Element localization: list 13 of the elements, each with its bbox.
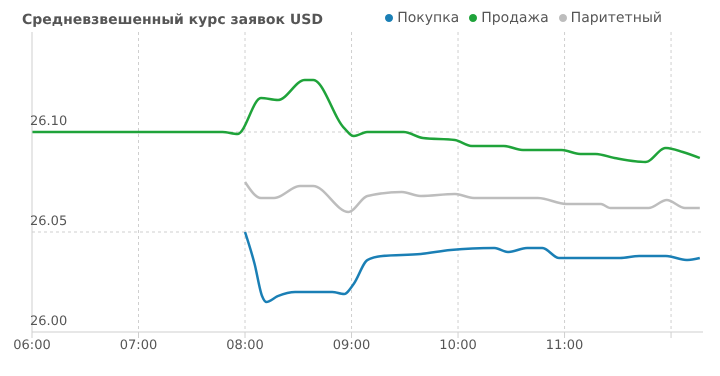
y-tick-label: 26.00 xyxy=(30,314,68,329)
x-tick-label: 07:00 xyxy=(120,338,158,354)
chart-title: Средневзвешенный курс заявок USD xyxy=(22,12,323,28)
y-tick-label: 26.05 xyxy=(30,214,68,229)
x-tick-label: 09:00 xyxy=(332,338,370,354)
x-tick-label: 11:00 xyxy=(546,338,584,354)
legend-label: Паритетный xyxy=(570,10,662,26)
x-tick-label: 08:00 xyxy=(226,338,264,354)
legend-label: Покупка xyxy=(397,10,460,26)
legend-label: Продажа xyxy=(481,10,549,26)
x-tick-label: 10:00 xyxy=(439,338,477,354)
y-tick-label: 26.10 xyxy=(30,114,68,129)
x-tick-label: 06:00 xyxy=(13,338,51,354)
